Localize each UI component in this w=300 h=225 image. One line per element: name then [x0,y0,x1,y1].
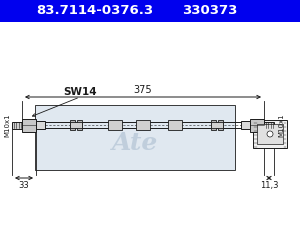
Bar [36,121,45,129]
Text: M10x1: M10x1 [4,113,10,137]
Bar [211,122,223,128]
Bar [136,120,150,130]
Bar [35,105,235,170]
Text: Ate: Ate [112,130,158,155]
Bar [218,120,223,130]
Bar [211,120,215,130]
Bar [250,119,264,131]
Text: 330373: 330373 [182,4,238,18]
Text: M10x1: M10x1 [278,113,284,137]
Text: 33: 33 [19,181,29,190]
Text: 375: 375 [134,85,152,95]
Bar [70,122,82,128]
Bar [241,121,250,129]
Bar [22,119,36,131]
Bar [0,0,300,22]
Text: SW14: SW14 [63,87,97,97]
Text: 83.7114-0376.3: 83.7114-0376.3 [36,4,154,18]
Circle shape [267,131,273,137]
Bar [168,120,182,130]
Bar [108,120,122,130]
Text: 11,3: 11,3 [260,181,278,190]
Bar [257,124,283,144]
Bar [12,122,22,128]
Bar [70,120,74,130]
Bar [76,120,82,130]
Bar [264,122,274,128]
Bar [253,120,287,148]
